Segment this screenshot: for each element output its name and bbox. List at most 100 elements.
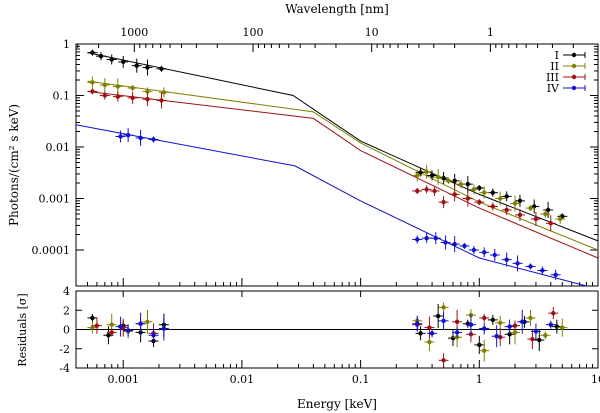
series-i-residual: [433, 304, 444, 329]
series-iv-point: [421, 233, 432, 244]
series-iii-point: [474, 199, 485, 206]
series-i-residual: [534, 329, 545, 352]
marker: [528, 205, 533, 211]
series-iv-point: [550, 269, 561, 280]
marker: [512, 330, 518, 335]
marker: [134, 63, 139, 68]
series-iv-residual: [545, 320, 556, 329]
series-iii-point: [112, 91, 123, 102]
y-tick-label: 0.001: [39, 193, 71, 206]
y-tick-label: 0.0001: [32, 244, 71, 257]
marker: [551, 310, 556, 316]
series-iv-point: [449, 236, 460, 253]
marker: [452, 178, 457, 184]
series-iv-residual: [452, 327, 463, 338]
series-iii-residual: [548, 307, 559, 320]
resid-y-tick-label: -2: [59, 343, 70, 356]
marker: [553, 272, 558, 277]
marker: [102, 82, 108, 88]
marker: [441, 305, 446, 310]
series-iii-residual: [424, 316, 435, 339]
marker: [512, 323, 518, 328]
series-i-point: [543, 201, 554, 218]
marker: [418, 170, 423, 175]
series-ii-residual: [495, 315, 506, 330]
resid-y-tick-label: 2: [63, 304, 70, 317]
series-i-residual: [87, 313, 98, 322]
marker: [454, 319, 460, 324]
series-iv-residual: [465, 314, 476, 335]
series-iv-residual: [158, 316, 169, 341]
marker: [145, 96, 150, 102]
series-iii-point: [87, 88, 98, 95]
resid-y-tick-label: 4: [63, 285, 70, 298]
x-tick-label: 0.1: [352, 373, 370, 386]
series-iii-point: [514, 208, 525, 221]
marker: [454, 330, 460, 335]
series-iii-point: [530, 211, 541, 226]
series-i-point: [427, 170, 438, 181]
marker: [90, 89, 95, 94]
series-i-residual: [504, 324, 515, 345]
marker: [145, 319, 150, 324]
series-iii-point: [438, 196, 449, 209]
marker: [125, 132, 131, 138]
series-iv-residual: [427, 329, 438, 338]
marker: [159, 98, 164, 103]
legend-label: III: [546, 71, 559, 84]
marker: [517, 198, 523, 204]
series-iii-point: [127, 91, 138, 104]
marker: [560, 325, 565, 330]
y-axis-label: Photons/(cm² s keV): [7, 104, 21, 226]
series-ii-residual: [142, 309, 153, 334]
spectrum-x-ticks: [75, 278, 599, 286]
marker: [161, 326, 167, 331]
series-iv-residual: [135, 312, 146, 335]
residuals-x-ticks: 0.001 0.01 0.1 1 10: [75, 291, 600, 386]
series-i-point: [96, 52, 107, 61]
series-iv-residual: [148, 328, 159, 343]
marker: [543, 211, 548, 217]
series-i-point: [529, 199, 540, 214]
series-i-point: [118, 55, 129, 68]
series-iii-point: [462, 190, 473, 207]
marker: [443, 240, 448, 245]
series-i-point: [501, 191, 512, 202]
series-iii-point: [487, 202, 498, 211]
series-iv-point: [489, 248, 500, 261]
residual-points: [87, 302, 568, 368]
series-iv-point: [115, 130, 126, 143]
series-iv-point: [501, 252, 512, 267]
series-ii-point: [443, 177, 454, 184]
series-ii-point: [510, 195, 521, 212]
marker: [507, 324, 512, 329]
legend-item-ii: II: [550, 60, 586, 73]
marker: [109, 57, 114, 62]
series-ii-point: [421, 164, 432, 179]
marker: [548, 322, 553, 327]
series-iii-residual: [438, 353, 449, 368]
marker: [115, 94, 121, 99]
marker: [90, 325, 95, 330]
marker: [543, 333, 548, 338]
series-i-residual: [487, 314, 498, 325]
series-iv-point: [440, 235, 451, 250]
series-iii-point: [142, 92, 153, 107]
series-iv-residual: [438, 311, 449, 330]
marker: [435, 313, 441, 319]
marker: [490, 190, 496, 195]
series-i-point: [131, 58, 142, 73]
series-i-point: [142, 59, 153, 76]
x-tick-label: 0.01: [230, 373, 255, 386]
marker: [557, 216, 563, 222]
marker: [494, 334, 499, 339]
series-ii-point: [455, 180, 466, 189]
series-iii-point: [156, 92, 167, 109]
marker: [492, 252, 497, 258]
series-i-point: [487, 188, 498, 197]
series-iv-point: [459, 242, 470, 249]
series-ii-point: [127, 84, 138, 91]
legend-marker: [571, 52, 577, 58]
spectrum-y-ticks: 1 0.1 0.01 0.001 0.0001: [32, 38, 598, 257]
